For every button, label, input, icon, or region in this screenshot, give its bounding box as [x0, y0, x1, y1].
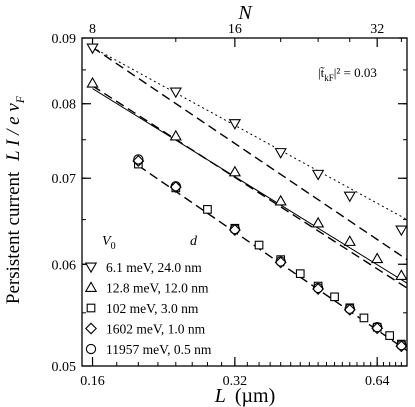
annotation-subscript: kF [324, 73, 334, 83]
data-point-series-1 [274, 148, 287, 159]
data-point-series-3 [295, 269, 305, 278]
legend-marker-square [86, 303, 96, 313]
data-point-series-5 [344, 303, 355, 314]
legend-marker-triangle-up [84, 281, 98, 292]
y-tick-label: 0.05 [52, 360, 77, 375]
top-tick-label: 16 [228, 22, 242, 37]
fit-line-dashed [92, 85, 408, 289]
data-point-series-5 [396, 340, 407, 351]
legend-marker-circle [85, 343, 97, 355]
legend-label-series-5: 11957 meV, 0.5 nm [106, 342, 212, 357]
plot-layer: 0.16 0.32 0.64 0.05 0.06 0.07 0.08 0.09 8 16 32 6.1… [52, 22, 408, 389]
data-point-series-5 [170, 181, 181, 192]
legend-header-v0: V0 [102, 234, 116, 252]
data-point-series-1 [169, 87, 182, 99]
top-axis-label: N [237, 2, 253, 24]
data-point-series-5 [133, 154, 144, 165]
legend-header-d: d [190, 234, 198, 249]
legend-label-series-3: 102 meV, 3.0 nm [106, 301, 199, 316]
y-tick-label: 0.08 [52, 98, 77, 113]
y-axis-label-formula: L I / e v [3, 103, 24, 162]
x-tick-label: 0.32 [223, 374, 248, 389]
top-tick-label: 32 [370, 22, 384, 37]
data-point-series-2 [228, 165, 242, 177]
data-point-series-1 [228, 119, 242, 130]
data-point-series-2 [395, 269, 408, 280]
legend-marker-diamond [85, 322, 97, 335]
legend-header-v-sub: 0 [111, 241, 116, 252]
x-axis-label-variable: L [214, 385, 226, 407]
data-point-series-2 [371, 252, 384, 264]
data-point-series-1 [395, 225, 408, 237]
annotation-transmission: |t̃kF|² = 0.03 [318, 65, 377, 83]
data-point-series-1 [311, 169, 325, 181]
data-point-series-5 [275, 256, 286, 267]
plot-frame [81, 37, 408, 367]
legend-header-v: V [102, 234, 112, 249]
annotation-lhs: |t̃ [318, 65, 325, 80]
data-point-series-1 [343, 191, 356, 203]
y-axis-label-subscript: F [13, 95, 27, 104]
data-point-series-2 [343, 235, 356, 246]
legend-marker-triangle-down [84, 262, 98, 274]
fit-line-solid [92, 88, 408, 284]
data-point-series-1 [86, 43, 99, 55]
data-point-series-4 [132, 154, 145, 167]
data-point-series-3 [330, 292, 339, 302]
data-point-series-3 [359, 313, 369, 323]
y-tick-label: 0.09 [52, 32, 77, 47]
fit-line-dashed [92, 46, 408, 261]
y-tick-label: 0.06 [52, 258, 77, 273]
data-point-series-2 [86, 76, 99, 88]
data-point-series-5 [229, 223, 241, 235]
y-axis-label: Persistent current L I / e vF [3, 95, 27, 304]
annotation-rhs: |² = 0.03 [334, 65, 377, 80]
legend-label-series-4: 1602 meV, 1.0 nm [106, 322, 206, 337]
top-tick-label: 8 [89, 22, 96, 37]
legend-label-series-1: 6.1 meV, 24.0 nm [106, 260, 202, 275]
y-axis-label-text: Persistent current [3, 171, 24, 304]
data-point-series-3 [254, 240, 264, 250]
y-tick-label: 0.07 [52, 172, 77, 187]
data-point-series-2 [274, 194, 287, 206]
data-point-series-3 [385, 331, 394, 340]
data-point-series-5 [312, 282, 324, 294]
data-point-series-2 [311, 216, 325, 228]
data-point-series-2 [169, 129, 182, 141]
data-point-series-3 [203, 205, 212, 214]
x-tick-label: 0.64 [365, 374, 390, 389]
x-axis-label-unit: (µm) [235, 385, 275, 407]
x-tick-label: 0.16 [80, 374, 105, 389]
data-point-series-5 [372, 322, 383, 333]
legend-label-series-2: 12.8 meV, 12.0 nm [106, 281, 209, 296]
x-axis-label: L (µm) [214, 385, 276, 407]
